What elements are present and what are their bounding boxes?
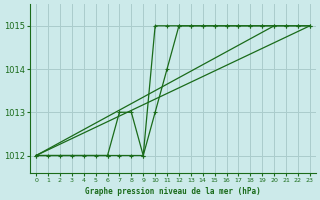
X-axis label: Graphe pression niveau de la mer (hPa): Graphe pression niveau de la mer (hPa) <box>85 187 261 196</box>
